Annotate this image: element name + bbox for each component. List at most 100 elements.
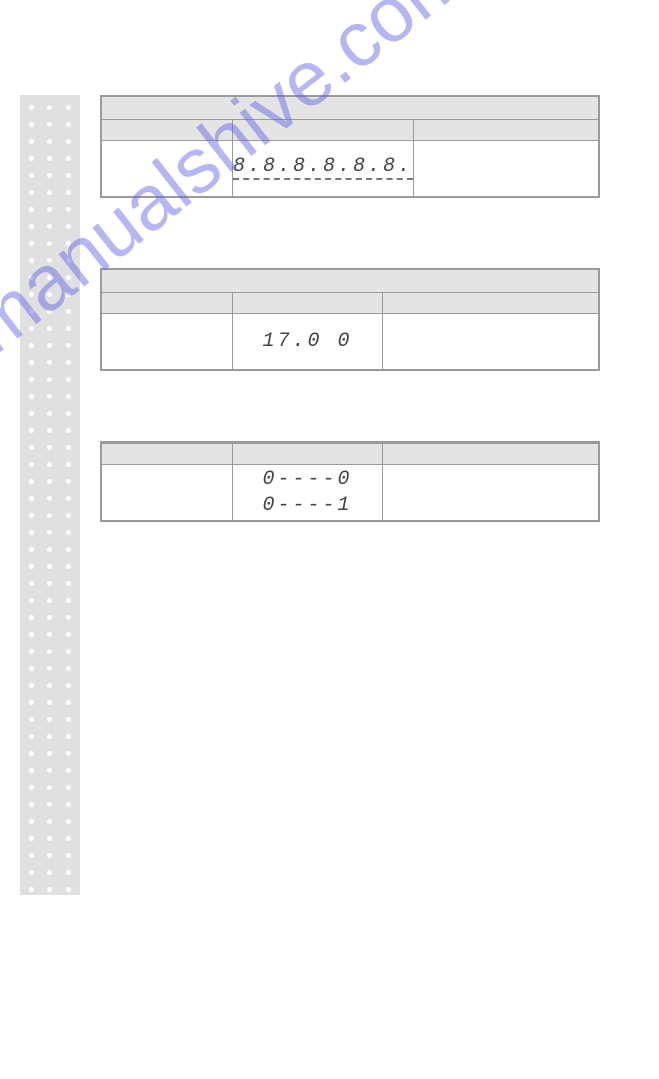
table3-cell-display: 0----0 0----1 (232, 465, 382, 520)
sidebar-dot (47, 989, 52, 994)
sidebar-dot (66, 462, 71, 467)
sidebar-dot (29, 785, 34, 790)
sidebar-dot (47, 326, 52, 331)
sidebar-dot (29, 139, 34, 144)
seg-line-2: 0----1 (262, 493, 352, 519)
sidebar-dot (29, 496, 34, 501)
sidebar-dot (66, 156, 71, 161)
sidebar-dot (66, 649, 71, 654)
sidebar-dot (47, 156, 52, 161)
sidebar-dot (47, 938, 52, 943)
display-table-3: 0----0 0----1 (100, 441, 600, 522)
sidebar-dot (29, 258, 34, 263)
sidebar-dot (47, 870, 52, 875)
sidebar-dot (29, 955, 34, 960)
sidebar-dot (29, 156, 34, 161)
sidebar-dot (66, 343, 71, 348)
sidebar-dot (29, 615, 34, 620)
sidebar-dot (29, 1023, 34, 1028)
sidebar-dot (29, 122, 34, 127)
sidebar-dot (47, 751, 52, 756)
sidebar-dot (29, 360, 34, 365)
sidebar-dot (29, 751, 34, 756)
sidebar-dot (47, 1057, 52, 1062)
sidebar-dot (29, 581, 34, 586)
display-table-2: 17.0 0 (100, 268, 600, 371)
sidebar-dot (66, 207, 71, 212)
sidebar-dot (29, 836, 34, 841)
sidebar-dot (47, 530, 52, 535)
sidebar-dot (29, 309, 34, 314)
sidebar-dot (66, 1006, 71, 1011)
sidebar-dot (47, 921, 52, 926)
sidebar-dot (66, 785, 71, 790)
table2-cell-3 (382, 314, 598, 369)
table2-header (102, 270, 598, 292)
sidebar-dot (29, 819, 34, 824)
sidebar-dot (66, 530, 71, 535)
sidebar-dot (66, 921, 71, 926)
table1-sub-col1 (102, 119, 232, 141)
dotted-sidebar (20, 95, 80, 895)
table3-sub-col1 (102, 443, 232, 465)
sidebar-dot (47, 615, 52, 620)
sidebar-dot (47, 547, 52, 552)
sidebar-dot (47, 819, 52, 824)
sidebar-dot (66, 122, 71, 127)
sidebar-dot (29, 598, 34, 603)
sidebar-dot (47, 309, 52, 314)
seven-seg-display-3: 0----0 0----1 (262, 467, 352, 519)
sidebar-dot (29, 462, 34, 467)
sidebar-dot (47, 275, 52, 280)
sidebar-dot (47, 360, 52, 365)
sidebar-dot (47, 1074, 52, 1079)
sidebar-dot (29, 921, 34, 926)
sidebar-dot (47, 972, 52, 977)
sidebar-dot (66, 938, 71, 943)
sidebar-dot (66, 598, 71, 603)
sidebar-dot (29, 343, 34, 348)
seven-seg-display-2: 17.0 0 (262, 330, 352, 353)
sidebar-dot (66, 581, 71, 586)
sidebar-dot (29, 292, 34, 297)
sidebar-dot (29, 241, 34, 246)
sidebar-dot (47, 564, 52, 569)
sidebar-dot (66, 173, 71, 178)
sidebar-dot (47, 139, 52, 144)
sidebar-dot (29, 802, 34, 807)
sidebar-dot (66, 666, 71, 671)
sidebar-dot (47, 462, 52, 467)
sidebar-dot (66, 819, 71, 824)
sidebar-dot (47, 1006, 52, 1011)
display-table-1: 8.8.8.8.8.8. (100, 95, 600, 198)
sidebar-dot (47, 190, 52, 195)
table2-sub-col1 (102, 292, 232, 314)
sidebar-dot (66, 224, 71, 229)
sidebar-dot (29, 1074, 34, 1079)
table3-sub-col2 (232, 443, 382, 465)
sidebar-dot (29, 853, 34, 858)
sidebar-dot (29, 377, 34, 382)
sidebar-dot (66, 377, 71, 382)
content-area: 8.8.8.8.8.8. 17.0 0 (100, 95, 600, 592)
sidebar-dot (66, 632, 71, 637)
sidebar-dot (47, 1040, 52, 1045)
sidebar-dot (66, 1057, 71, 1062)
seven-seg-display-1: 8.8.8.8.8.8. (233, 158, 413, 180)
sidebar-dot (66, 1074, 71, 1079)
sidebar-dot (47, 105, 52, 110)
sidebar-dot (66, 309, 71, 314)
sidebar-dot (66, 751, 71, 756)
sidebar-dot (66, 802, 71, 807)
table2-cell-1 (102, 314, 232, 369)
sidebar-dot (29, 428, 34, 433)
sidebar-dot (66, 683, 71, 688)
sidebar-dot (47, 513, 52, 518)
sidebar-dot (47, 700, 52, 705)
sidebar-dot (47, 581, 52, 586)
table2-sub-col2 (232, 292, 382, 314)
sidebar-dot (29, 411, 34, 416)
table2-cell-display: 17.0 0 (232, 314, 382, 369)
sidebar-dot (29, 394, 34, 399)
sidebar-dot (29, 105, 34, 110)
